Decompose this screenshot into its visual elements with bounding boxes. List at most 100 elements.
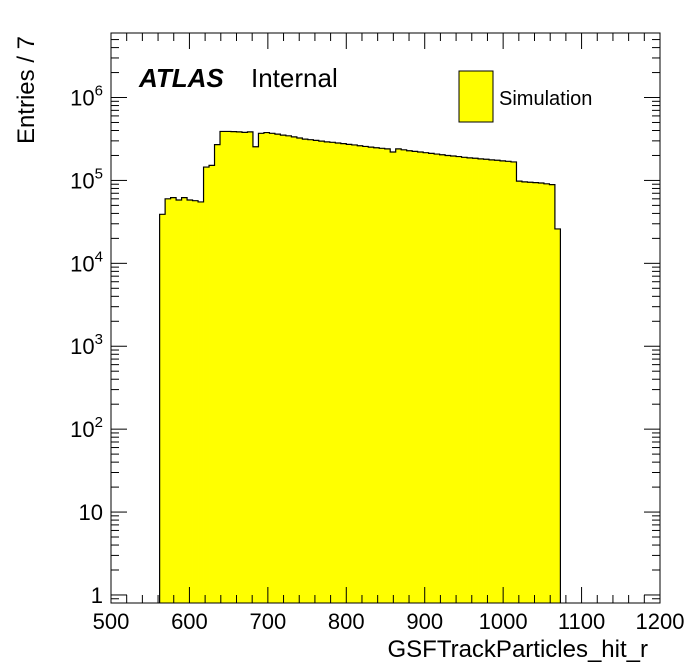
atlas-label: ATLAS xyxy=(138,63,224,93)
tick-labels: 500 600 700 800 900 1000 1100 1200 1 10 102 103 104 1… xyxy=(70,83,684,634)
histogram-bin xyxy=(478,158,484,603)
histogram-bin xyxy=(329,142,336,603)
histogram-bin xyxy=(214,144,221,604)
histogram-bin xyxy=(439,154,446,603)
histogram-outline xyxy=(159,130,561,603)
histogram-bin xyxy=(346,144,353,603)
histogram-bin xyxy=(357,145,364,603)
histogram-bin xyxy=(203,167,210,603)
histogram-bin xyxy=(500,160,506,604)
histogram-bars xyxy=(159,130,561,604)
x-tick-label: 900 xyxy=(406,609,443,634)
histogram-bin xyxy=(247,131,254,603)
histogram-bin xyxy=(269,133,276,603)
x-tick-label: 500 xyxy=(93,609,130,634)
histogram-bin xyxy=(335,142,342,603)
histogram-bin xyxy=(351,144,358,603)
histogram-bin xyxy=(258,133,265,603)
histogram-bin xyxy=(220,131,226,603)
histogram-bin xyxy=(198,201,204,603)
y-tick-label: 103 xyxy=(70,331,103,359)
histogram-bin xyxy=(165,198,172,603)
histogram-bin xyxy=(549,184,556,604)
histogram-bin xyxy=(538,183,545,603)
histogram-bin xyxy=(192,200,199,603)
histogram-bin xyxy=(450,156,457,603)
plot-frame xyxy=(110,32,661,604)
histogram-bin xyxy=(318,141,325,603)
histogram-bin xyxy=(296,137,303,603)
histogram-bin xyxy=(532,182,539,603)
x-tick-label: 700 xyxy=(249,609,286,634)
axis-ticks xyxy=(110,32,661,604)
y-tick-label: 10 xyxy=(79,500,103,525)
histogram-bin xyxy=(285,135,292,603)
histogram-bin xyxy=(373,147,380,603)
histogram-bin xyxy=(527,182,534,603)
x-tick-label: 1000 xyxy=(479,609,528,634)
histogram-bin xyxy=(313,140,320,603)
legend-label-simulation: Simulation xyxy=(499,88,592,110)
histogram-bin xyxy=(170,197,177,603)
y-tick-label: 104 xyxy=(70,248,103,276)
histogram-bin xyxy=(225,131,232,603)
histogram-bin xyxy=(428,153,435,603)
histogram-bin xyxy=(181,197,188,603)
histogram-bin xyxy=(505,161,512,603)
histogram-bin xyxy=(510,161,517,603)
histogram-bin xyxy=(554,228,561,603)
histogram-bin xyxy=(406,150,413,603)
histogram-bin xyxy=(401,149,408,604)
y-tick-label: 1 xyxy=(91,583,103,608)
histogram-bin xyxy=(390,152,397,604)
histogram-bin xyxy=(291,136,298,603)
histogram-bin xyxy=(362,146,369,603)
y-tick-label: 102 xyxy=(70,414,103,442)
histogram-bin xyxy=(494,160,501,603)
histogram-bin xyxy=(241,132,248,604)
histogram-bin xyxy=(521,181,528,604)
internal-label: Internal xyxy=(251,63,338,93)
histogram-bin xyxy=(324,141,331,603)
histogram-bin xyxy=(307,139,314,603)
histogram-bin xyxy=(263,132,270,604)
histogram-bin xyxy=(395,148,402,603)
y-axis-label: Entries / 7 xyxy=(13,36,40,144)
histogram-bin xyxy=(209,165,215,604)
histogram-bin xyxy=(412,151,419,603)
histogram-bin xyxy=(384,148,391,603)
histogram-bin xyxy=(417,152,424,604)
histogram-bin xyxy=(368,147,375,603)
histogram-bin xyxy=(159,214,166,603)
x-tick-label: 1200 xyxy=(636,609,685,634)
histogram-bin xyxy=(423,152,430,603)
histogram-bin xyxy=(434,154,441,604)
x-axis-label: GSFTrackParticles_hit_r xyxy=(387,636,648,663)
legend-swatch-simulation xyxy=(458,70,494,123)
histogram-bin xyxy=(236,131,243,603)
x-tick-label: 800 xyxy=(328,609,365,634)
histogram-bin xyxy=(280,135,287,603)
histogram-bin xyxy=(187,200,193,603)
histogram-bin xyxy=(472,158,479,603)
x-tick-label: 600 xyxy=(171,609,208,634)
histogram-bin xyxy=(445,155,451,603)
histogram-bin xyxy=(516,181,523,604)
histogram-bin xyxy=(489,159,495,603)
histogram-bin xyxy=(340,143,347,603)
histogram-bin xyxy=(461,157,468,603)
histogram-bin xyxy=(379,148,386,604)
histogram-bin xyxy=(230,131,237,603)
histogram-bin xyxy=(456,156,462,603)
histogram-bin xyxy=(302,139,309,603)
histogram-bin xyxy=(543,183,550,603)
y-tick-label: 105 xyxy=(70,165,103,193)
x-tick-label: 1100 xyxy=(558,609,605,634)
histogram-bin xyxy=(467,157,473,603)
histogram-bin xyxy=(252,146,259,603)
histogram-bin xyxy=(176,200,182,603)
histogram-bin xyxy=(274,134,281,603)
y-tick-label: 106 xyxy=(70,83,103,111)
histogram-bin xyxy=(483,159,490,603)
